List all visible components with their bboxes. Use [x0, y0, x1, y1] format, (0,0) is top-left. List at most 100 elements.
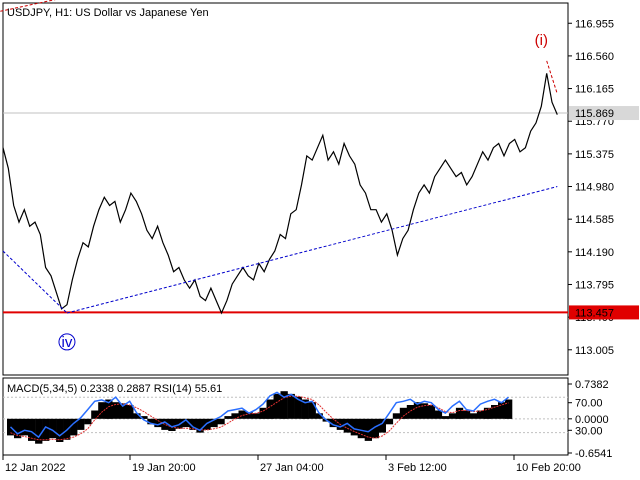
macd-histogram-bar — [357, 418, 365, 439]
macd-histogram-bar — [84, 418, 92, 425]
macd-histogram-bar — [273, 393, 281, 419]
macd-histogram-bar — [196, 418, 204, 433]
price-tick-label: 114.980 — [575, 182, 614, 194]
macd-histogram-bar — [287, 393, 295, 419]
macd-histogram-bar — [364, 418, 372, 441]
macd-histogram-bar — [14, 418, 22, 439]
macd-histogram-bar — [378, 418, 386, 433]
time-tick-label: 12 Jan 2022 — [5, 462, 66, 474]
price-tick-label: 115.375 — [575, 149, 614, 161]
macd-histogram-bar — [35, 418, 43, 444]
macd-histogram-bar — [56, 418, 64, 442]
macd-histogram-bar — [259, 407, 267, 419]
time-tick-label: 10 Feb 20:00 — [516, 462, 581, 474]
price-tick-label: 114.585 — [575, 214, 614, 226]
macd-histogram-bar — [77, 418, 85, 430]
rsi-line — [9, 391, 509, 439]
macd-histogram-bar — [434, 410, 443, 419]
macd-histogram-bar — [98, 402, 106, 419]
macd-histogram-bar — [70, 418, 78, 436]
price-tick-label: 116.165 — [575, 84, 614, 96]
macd-histogram-bar — [154, 418, 162, 428]
macd-histogram-bar — [491, 405, 499, 419]
projection-line — [546, 60, 558, 95]
macd-histogram-bar — [231, 413, 239, 419]
macd-histogram-bar — [224, 416, 232, 419]
macd-histogram-bar — [406, 405, 415, 419]
price-tick-label: 116.560 — [575, 51, 614, 63]
price-series-line — [2, 73, 558, 315]
price-tick-label: 113.005 — [575, 345, 614, 357]
indicator-tick-label: 0.0000 — [575, 414, 609, 426]
macd-histogram-bar — [245, 412, 253, 419]
current-price-tag — [569, 106, 639, 121]
price-tick-label: 116.955 — [575, 18, 614, 30]
macd-histogram-bar — [238, 410, 246, 419]
macd-histogram-bar — [371, 418, 379, 439]
macd-histogram-bar — [413, 402, 422, 419]
price-tick-label: 114.190 — [575, 247, 614, 259]
macd-histogram-bar — [252, 413, 260, 419]
macd-histogram-bar — [498, 402, 506, 419]
macd-histogram-bar — [105, 399, 113, 419]
macd-histogram-bar — [462, 410, 471, 419]
macd-histogram-bar — [343, 418, 351, 433]
macd-histogram-bar — [182, 418, 190, 428]
macd-histogram-bar — [161, 418, 169, 430]
macd-histogram-bar — [91, 410, 99, 419]
wave-label: iv — [62, 334, 73, 351]
indicator-tick-label: 70.00 — [575, 398, 603, 410]
macd-histogram-bar — [133, 413, 141, 419]
chart-title: USDJPY, H1: US Dollar vs Japanese Yen — [7, 7, 209, 19]
macd-histogram-bar — [28, 418, 36, 441]
macd-histogram-bar — [126, 405, 134, 419]
macd-histogram-bar — [315, 413, 323, 419]
macd-histogram-bar — [469, 413, 478, 419]
macd-histogram-bar — [455, 407, 464, 419]
macd-histogram-bar — [21, 418, 29, 436]
time-tick-label: 19 Jan 20:00 — [132, 462, 196, 474]
macd-histogram-bar — [301, 399, 309, 419]
macd-histogram-bar — [189, 418, 197, 430]
macd-histogram-bar — [266, 399, 274, 419]
macd-histogram-bar — [399, 407, 408, 419]
macd-histogram-bar — [392, 413, 401, 419]
trend_line-line — [66, 186, 558, 314]
macd-histogram-bar — [448, 413, 457, 419]
indicator-tick-label: 30.00 — [575, 425, 603, 437]
current-price-label: 115.869 — [575, 108, 614, 120]
macd-histogram-bar — [112, 402, 120, 419]
macd-histogram-bar — [308, 402, 316, 419]
main-plot-frame — [2, 2, 569, 376]
macd-histogram-bar — [203, 418, 211, 430]
macd-histogram-bar — [168, 418, 176, 431]
macd-histogram-bar — [329, 418, 337, 428]
support-price-tag — [569, 305, 639, 320]
indicator-tick-label: -0.6541 — [575, 448, 612, 460]
price-tick-label: 113.795 — [575, 279, 614, 291]
time-tick-label: 27 Jan 04:00 — [260, 462, 324, 474]
macd-histogram-bar — [441, 416, 450, 419]
wave-label: (i) — [535, 32, 548, 49]
macd-histogram-bar — [476, 410, 485, 419]
macd-histogram-bar — [119, 403, 127, 419]
indicator-label: MACD(5,34,5) 0.2338 0.2887 RSI(14) 55.61 — [7, 383, 222, 395]
indicator-plot-frame — [2, 377, 569, 456]
macd-histogram-bar — [280, 391, 288, 419]
macd-histogram-bar — [420, 403, 429, 419]
indicator-tick-label: 0.7382 — [575, 379, 609, 391]
support-price-label: 113.457 — [575, 307, 614, 319]
macd-histogram-bar — [427, 405, 436, 419]
macd-histogram-bar — [147, 418, 155, 425]
macd-histogram-bar — [505, 399, 513, 419]
macd-histogram-bar — [385, 418, 394, 425]
macd-histogram-bar — [483, 407, 492, 419]
time-tick-label: 3 Feb 12:00 — [388, 462, 447, 474]
macd-histogram-bar — [294, 396, 302, 419]
macd-histogram-bar — [49, 418, 57, 439]
macd-histogram-bar — [210, 418, 218, 428]
macd-histogram-bar — [350, 418, 358, 436]
macd-signal-line — [10, 395, 509, 441]
macd-histogram-bar — [140, 416, 148, 419]
